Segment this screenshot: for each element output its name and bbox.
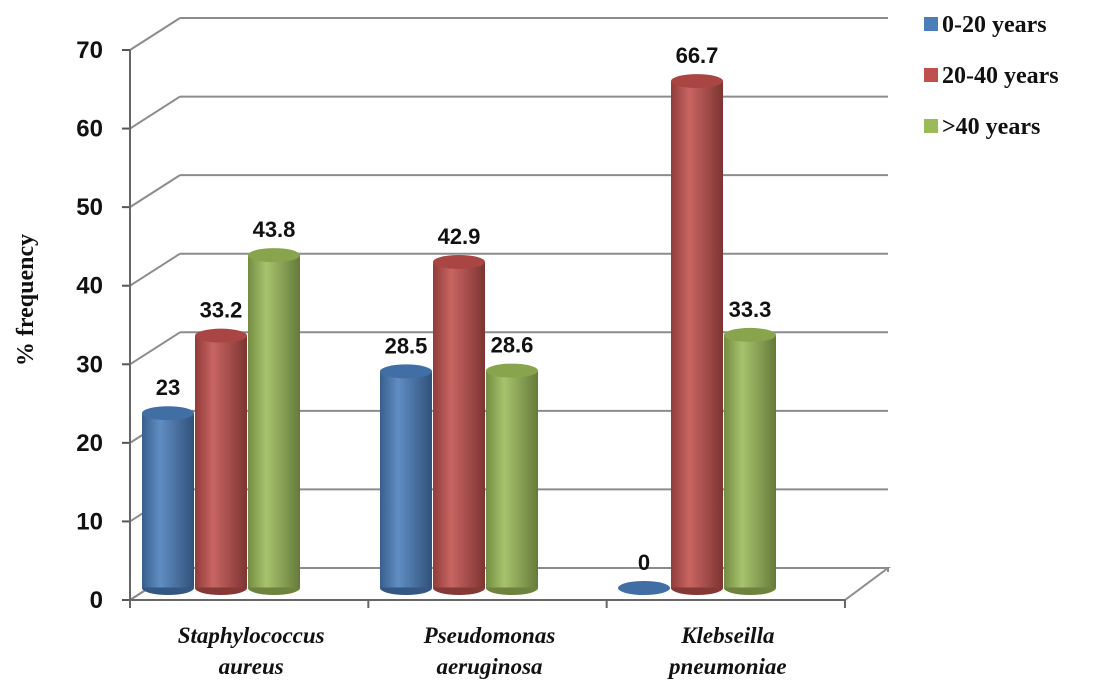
- data-label: 0: [638, 550, 650, 575]
- y-tick-label: 10: [76, 508, 103, 535]
- bar-top: [486, 363, 538, 378]
- y-tick-labels: 0 10 20 30 40 50 60 70: [76, 37, 103, 614]
- legend-swatch: [924, 17, 938, 31]
- bars: [142, 74, 776, 595]
- gridline-side: [129, 331, 181, 366]
- category-label: Staphylococcus: [178, 623, 325, 648]
- category-label: Pseudomonas: [423, 623, 556, 648]
- legend-item: 20-40 years: [924, 63, 1059, 89]
- gridline-side: [129, 95, 181, 130]
- category-label: aeruginosa: [436, 654, 542, 679]
- bar-top: [142, 406, 194, 421]
- category-label: aureus: [219, 654, 284, 679]
- legend-swatch: [924, 68, 938, 82]
- bar: [248, 248, 300, 595]
- legend-label: >40 years: [942, 114, 1040, 140]
- bar-top: [671, 74, 723, 89]
- y-tick-label: 70: [76, 37, 103, 64]
- data-label: 28.5: [385, 333, 428, 358]
- bar: [618, 581, 670, 595]
- axes: [122, 49, 846, 608]
- legend-label: 20-40 years: [942, 63, 1059, 89]
- data-label: 66.7: [676, 43, 719, 68]
- data-label: 33.2: [200, 298, 243, 323]
- data-label: 42.9: [438, 224, 481, 249]
- legend-item: 0-20 years: [924, 12, 1047, 38]
- bar: [671, 74, 723, 595]
- legend: 0-20 years 20-40 years >40 years: [924, 12, 1059, 140]
- category-label: pneumoniae: [667, 654, 787, 679]
- data-labels: 23 33.2 43.8 28.5 42.9 28.6 0 66.7 33.3: [156, 43, 772, 575]
- bar-top: [724, 327, 776, 342]
- bar: [433, 254, 485, 595]
- bar-top: [618, 581, 670, 595]
- bar-top: [248, 248, 300, 263]
- gridline-side: [129, 17, 181, 51]
- bar-top: [195, 328, 247, 343]
- y-tick-label: 40: [76, 273, 103, 300]
- legend-label: 0-20 years: [942, 12, 1047, 38]
- y-tick-label: 50: [76, 194, 103, 221]
- data-label: 43.8: [253, 217, 296, 242]
- y-tick-label: 30: [76, 351, 103, 378]
- bar: [724, 327, 776, 595]
- bar: [380, 364, 432, 595]
- gridline-side: [129, 252, 181, 287]
- y-tick-label: 0: [90, 587, 103, 614]
- y-tick-label: 60: [76, 116, 103, 143]
- data-label: 33.3: [729, 297, 772, 322]
- legend-swatch: [924, 119, 938, 133]
- gridline-side: [129, 174, 181, 208]
- category-labels: Staphylococcus aureus Pseudomonas aeruginos…: [178, 623, 787, 679]
- category-label: Klebseilla: [680, 623, 774, 648]
- legend-item: >40 years: [924, 114, 1040, 140]
- y-axis-label: % frequency: [13, 234, 39, 366]
- bar: [195, 328, 247, 595]
- bar: [142, 406, 194, 595]
- data-label: 23: [156, 375, 180, 400]
- bar-top: [433, 254, 485, 269]
- bar: [486, 363, 538, 595]
- y-tick-label: 20: [76, 430, 103, 457]
- bar-top: [380, 364, 432, 379]
- data-label: 28.6: [491, 333, 534, 358]
